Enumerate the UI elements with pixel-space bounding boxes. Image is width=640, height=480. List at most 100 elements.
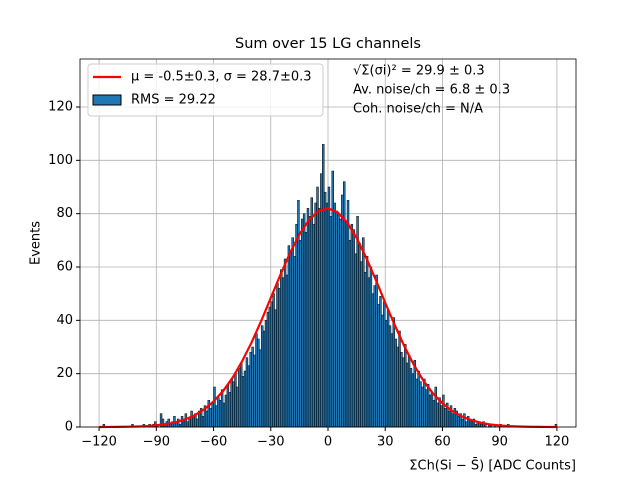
bar xyxy=(409,368,413,428)
bar xyxy=(285,274,289,428)
bar xyxy=(268,306,272,428)
chart-title: Sum over 15 LG channels xyxy=(235,36,421,52)
bar xyxy=(365,256,369,428)
bar xyxy=(283,258,287,428)
bar xyxy=(325,202,329,428)
bar xyxy=(228,392,231,428)
legend-patch xyxy=(92,94,122,106)
bar xyxy=(394,338,397,428)
bar xyxy=(236,386,239,428)
bar xyxy=(281,277,285,428)
legend-label: RMS = 29.22 xyxy=(131,93,216,108)
fit-line xyxy=(99,207,557,429)
bar xyxy=(348,240,352,428)
bar xyxy=(354,253,357,428)
bar xyxy=(312,224,315,428)
y-tick-label: 120 xyxy=(48,100,73,115)
bar xyxy=(304,232,308,428)
bar xyxy=(260,325,264,428)
y-tick-label: 100 xyxy=(48,153,73,168)
bar xyxy=(280,269,283,428)
annotation: Coh. noise/ch = N/A xyxy=(353,102,483,117)
y-tick-label: 20 xyxy=(56,366,73,381)
bar xyxy=(291,237,294,428)
x-tick-label: 30 xyxy=(377,435,394,450)
bar xyxy=(375,274,378,428)
bar xyxy=(457,416,460,428)
bar xyxy=(272,293,275,428)
bar xyxy=(337,213,340,428)
histogram-bars xyxy=(102,144,558,428)
bar xyxy=(415,378,418,428)
bar xyxy=(388,325,392,428)
x-tick-label: −90 xyxy=(143,435,170,450)
bar xyxy=(377,304,380,428)
bar xyxy=(215,405,218,428)
bar xyxy=(461,418,464,428)
bar xyxy=(413,360,417,428)
bar xyxy=(232,381,235,428)
x-tick-label: 120 xyxy=(545,435,570,450)
bar xyxy=(356,216,359,428)
bar xyxy=(430,392,434,428)
bar xyxy=(219,400,222,428)
x-tick-label: −30 xyxy=(257,435,284,450)
bar xyxy=(465,421,468,428)
bar xyxy=(241,376,245,428)
bar xyxy=(316,186,319,428)
bar xyxy=(411,373,415,428)
bar xyxy=(188,418,191,428)
bar xyxy=(201,416,205,428)
bar xyxy=(425,389,428,428)
bar xyxy=(262,330,266,428)
bar xyxy=(247,365,251,428)
bar xyxy=(239,362,243,428)
bar xyxy=(320,173,323,428)
bar xyxy=(213,386,216,428)
bar xyxy=(405,362,409,428)
bar xyxy=(423,378,426,428)
bar xyxy=(222,402,226,428)
bar xyxy=(333,202,336,428)
bar xyxy=(278,288,281,428)
y-tick-label: 80 xyxy=(56,206,73,221)
bar xyxy=(276,282,279,428)
bar xyxy=(440,405,443,428)
bar xyxy=(211,402,214,428)
bar xyxy=(226,384,230,428)
bar xyxy=(419,381,422,428)
bar xyxy=(224,394,228,428)
bar xyxy=(327,186,331,428)
y-tick-label: 60 xyxy=(56,260,73,275)
bar xyxy=(274,309,277,428)
bar xyxy=(230,378,233,428)
bar xyxy=(264,320,268,428)
bar xyxy=(310,197,313,428)
plot-frame xyxy=(79,58,577,428)
y-axis-label: Events xyxy=(29,221,44,265)
bar xyxy=(308,216,312,428)
bar xyxy=(293,256,296,428)
bar xyxy=(432,400,436,428)
bar xyxy=(371,293,375,428)
bar xyxy=(404,344,407,428)
bar xyxy=(426,384,430,428)
bar xyxy=(253,354,256,428)
bar xyxy=(205,410,209,428)
bar xyxy=(396,346,399,428)
bar xyxy=(249,352,252,428)
bar xyxy=(344,221,348,428)
x-axis-label: ΣCh(Si − S̄) [ADC Counts] xyxy=(409,458,576,473)
bar xyxy=(428,394,432,428)
bar xyxy=(209,408,212,428)
bar xyxy=(339,218,342,428)
bar xyxy=(470,421,474,428)
bar xyxy=(220,389,224,428)
bar xyxy=(362,237,365,428)
annotation: Av. noise/ch = 6.8 ± 0.3 xyxy=(353,83,510,98)
bar xyxy=(257,338,260,428)
bar xyxy=(421,386,424,428)
bar xyxy=(251,346,254,428)
bar xyxy=(444,408,447,428)
